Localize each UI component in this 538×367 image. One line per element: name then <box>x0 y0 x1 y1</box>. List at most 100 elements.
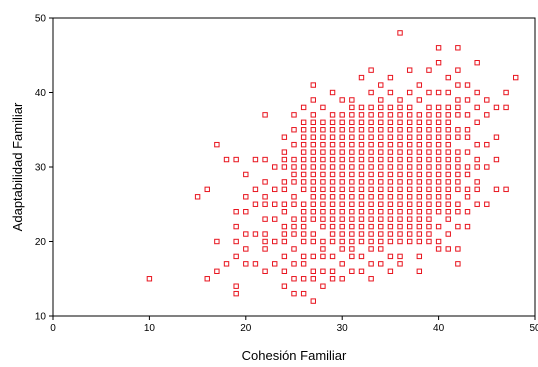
data-point <box>262 179 268 185</box>
x-tick-label: 0 <box>50 323 56 334</box>
data-point <box>291 216 297 222</box>
data-point <box>281 231 288 237</box>
data-point <box>339 179 345 185</box>
data-point <box>349 134 355 140</box>
data-point <box>281 164 288 170</box>
data-point <box>320 216 326 222</box>
data-point <box>368 104 374 111</box>
data-point <box>320 253 326 260</box>
data-point <box>281 201 288 207</box>
data-point <box>445 209 451 215</box>
data-point <box>445 127 451 133</box>
data-point <box>300 290 307 297</box>
data-point <box>378 231 384 237</box>
data-point <box>300 104 307 111</box>
data-point <box>329 276 336 282</box>
data-point <box>329 119 336 125</box>
data-point <box>426 89 432 96</box>
data-point <box>493 134 500 140</box>
data-point <box>397 179 403 185</box>
data-point <box>262 231 268 237</box>
data-point <box>387 201 394 207</box>
data-point <box>397 119 403 125</box>
data-point <box>329 134 336 140</box>
data-point <box>291 164 297 170</box>
data-point <box>474 156 480 163</box>
data-point <box>397 104 403 111</box>
data-point <box>281 149 288 155</box>
data-point <box>416 268 423 275</box>
data-point <box>320 179 326 185</box>
data-point <box>368 171 374 178</box>
data-point <box>320 134 326 140</box>
data-point <box>406 141 413 148</box>
data-point <box>281 268 288 275</box>
data-point <box>252 231 259 237</box>
data-point <box>406 156 413 163</box>
data-point <box>406 194 413 200</box>
data-point <box>358 209 365 215</box>
data-point <box>291 223 297 230</box>
data-point <box>464 164 471 170</box>
data-point <box>204 276 210 282</box>
data-point <box>291 194 297 200</box>
data-point <box>426 164 432 170</box>
data-point <box>233 283 239 289</box>
data-point <box>368 67 374 73</box>
data-point <box>445 194 451 200</box>
data-point <box>416 149 423 155</box>
data-point <box>320 164 326 170</box>
data-point <box>329 223 336 230</box>
data-point <box>397 164 403 170</box>
data-point <box>387 141 394 148</box>
data-point <box>243 209 249 215</box>
data-point <box>455 104 461 111</box>
data-point <box>426 186 432 193</box>
data-point <box>310 156 316 163</box>
data-point <box>368 179 374 185</box>
data-point <box>233 209 239 215</box>
data-point <box>329 231 336 237</box>
data-point <box>329 238 336 245</box>
data-point <box>426 67 432 73</box>
data-point <box>416 127 423 133</box>
data-point <box>272 201 278 207</box>
data-point <box>378 186 384 193</box>
data-point <box>435 164 442 170</box>
data-point <box>455 261 461 267</box>
data-point <box>320 223 326 230</box>
data-point <box>300 119 307 125</box>
data-point <box>368 246 374 252</box>
data-point <box>349 141 355 148</box>
data-point <box>474 164 480 170</box>
data-point <box>416 253 423 260</box>
data-point <box>416 238 423 245</box>
data-point <box>378 82 384 88</box>
data-point <box>445 104 451 111</box>
data-point <box>378 223 384 230</box>
data-point <box>233 223 239 230</box>
data-point <box>435 179 442 185</box>
data-point <box>320 156 326 163</box>
data-point <box>358 104 365 111</box>
data-point <box>252 201 259 207</box>
data-point <box>204 186 210 193</box>
data-point <box>320 149 326 155</box>
data-point <box>474 186 480 193</box>
data-point <box>349 216 355 222</box>
data-point <box>484 112 490 118</box>
data-point <box>281 283 288 289</box>
data-point <box>484 141 490 148</box>
data-point <box>310 194 316 200</box>
data-point <box>358 74 365 81</box>
data-point <box>358 164 365 170</box>
data-point <box>368 127 374 133</box>
data-point <box>358 231 365 237</box>
data-point <box>397 149 403 155</box>
data-point <box>349 253 355 260</box>
data-point <box>339 261 345 267</box>
data-point <box>310 164 316 170</box>
data-point <box>300 276 307 282</box>
data-point <box>387 209 394 215</box>
